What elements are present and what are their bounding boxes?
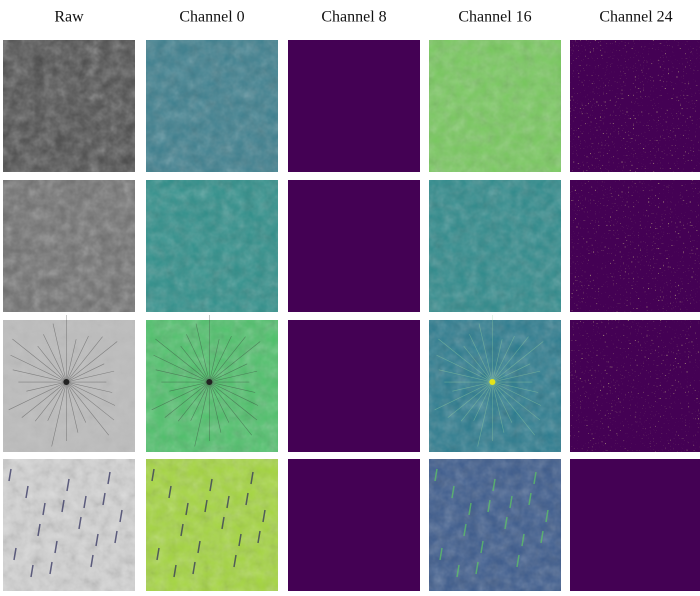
image-panel: [288, 320, 420, 452]
panel-texture: [146, 40, 278, 172]
panel-texture: [3, 320, 135, 452]
image-panel: [288, 180, 420, 312]
page: Raw Channel 0 Channel 8 Channel 16 Chann…: [0, 0, 700, 591]
panel-texture: [429, 459, 561, 591]
panel-texture: [429, 320, 561, 452]
panel-texture: [3, 459, 135, 591]
center-spot: [63, 379, 69, 385]
panel-texture: [3, 180, 135, 312]
image-panel: [288, 459, 420, 591]
image-panel: [288, 40, 420, 172]
column-header: Channel 0: [179, 9, 244, 26]
panel-speckle: [570, 40, 700, 172]
figure: Raw Channel 0 Channel 8 Channel 16 Chann…: [0, 0, 700, 591]
panel-texture: [146, 180, 278, 312]
panel-texture: [429, 40, 561, 172]
panel-texture: [146, 320, 278, 452]
column-header: Channel 16: [458, 9, 531, 26]
column-header: Channel 8: [321, 9, 386, 26]
column-header: Raw: [54, 9, 84, 26]
center-spot: [489, 379, 495, 385]
image-panel: [570, 459, 700, 591]
panel-texture: [146, 459, 278, 591]
center-spot: [206, 379, 212, 385]
column-header: Channel 24: [599, 9, 672, 26]
panel-speckle: [570, 180, 700, 312]
panel-speckle: [570, 320, 700, 452]
panel-texture: [3, 40, 135, 172]
panel-texture: [429, 180, 561, 312]
